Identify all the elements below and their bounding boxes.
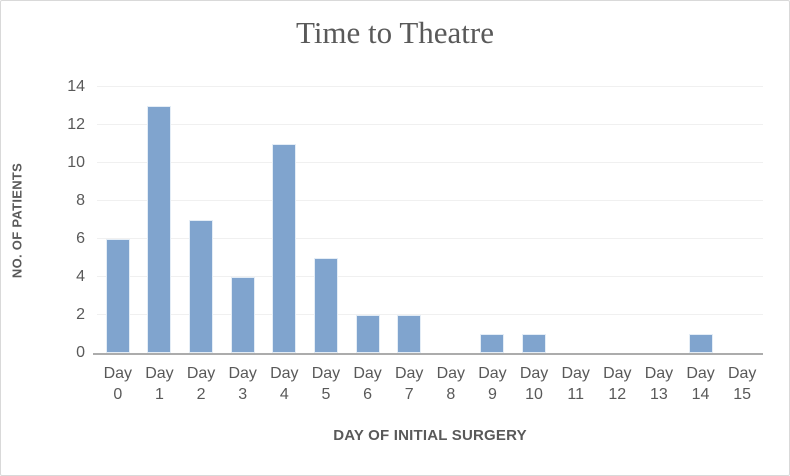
- y-tick-label-0: 0: [76, 344, 85, 361]
- x-tick-label-day-6: Day 6: [353, 365, 382, 403]
- bar-day-0: [105, 239, 130, 353]
- bar-slot-day-11: [555, 87, 597, 353]
- bar-slot-day-13: [638, 87, 680, 353]
- x-tick-label-day-14: Day 14: [686, 365, 715, 403]
- x-tick-label-day-3: Day 3: [228, 365, 257, 403]
- x-axis-line: [93, 353, 763, 355]
- y-tick-label-2: 2: [76, 306, 85, 323]
- bar-slot-day-14: [680, 87, 722, 353]
- x-tick-label-day-10: Day 10: [519, 365, 549, 403]
- bar-slot-day-3: [222, 87, 264, 353]
- x-tick-label-day-4: Day 4: [270, 365, 299, 403]
- bar-slot-day-1: [139, 87, 181, 353]
- bar-day-14: [688, 334, 713, 353]
- x-axis-tick-labels: Day 0 Day 1 Day 2 Day 3 Day 4 Day 5 Day 6 Day 7 Day 8 Day 9…: [97, 363, 763, 405]
- x-tick-label-day-7: Day 7: [394, 365, 424, 403]
- bar-day-9: [480, 334, 505, 353]
- x-tick-label-day-1: Day 1: [145, 365, 174, 403]
- bar-slot-day-15: [721, 87, 763, 353]
- bar-slot-day-12: [597, 87, 639, 353]
- x-tick-label-day-9: Day 9: [478, 365, 507, 403]
- bar-day-10: [522, 334, 547, 353]
- gridline-y-8: [97, 200, 763, 201]
- x-tick-label-day-0: Day 0: [103, 365, 133, 403]
- y-tick-label-10: 10: [67, 154, 85, 171]
- x-tick-label-day-11: Day 11: [561, 365, 590, 403]
- y-tick-label-6: 6: [76, 230, 85, 247]
- bar-slot-day-4: [264, 87, 306, 353]
- bar-slot-day-7: [388, 87, 430, 353]
- gridline-y-14: [97, 86, 763, 87]
- x-tick-label-day-13: Day 13: [644, 365, 674, 403]
- y-tick-label-8: 8: [76, 192, 85, 209]
- x-tick-label-day-2: Day 2: [186, 365, 216, 403]
- bar-day-4: [272, 144, 297, 353]
- bar-day-5: [313, 258, 338, 353]
- y-tick-label-4: 4: [76, 268, 85, 285]
- x-tick-label-day-12: Day 12: [603, 365, 632, 403]
- y-axis-title: NO. OF PATIENTS: [9, 162, 25, 279]
- bar-slot-day-9: [472, 87, 514, 353]
- x-tick-label-day-15: Day 15: [727, 365, 757, 403]
- bar-day-2: [189, 220, 214, 353]
- gridline-y-10: [97, 162, 763, 163]
- bar-slot-day-6: [347, 87, 389, 353]
- bar-day-3: [230, 277, 255, 353]
- x-axis-title: DAY OF INITIAL SURGERY: [333, 427, 527, 444]
- x-tick-label-day-5: Day 5: [311, 365, 341, 403]
- bar-slot-day-10: [513, 87, 555, 353]
- y-tick-label-14: 14: [67, 78, 85, 95]
- gridline-y-12: [97, 124, 763, 125]
- bar-series: [97, 87, 763, 353]
- bar-slot-day-2: [180, 87, 222, 353]
- plot-area: [93, 86, 763, 355]
- gridline-y-2: [97, 314, 763, 315]
- gridline-y-6: [97, 238, 763, 239]
- bar-day-7: [397, 315, 422, 353]
- y-tick-label-12: 12: [67, 116, 85, 133]
- bar-slot-day-8: [430, 87, 472, 353]
- x-tick-label-day-8: Day 8: [436, 365, 466, 403]
- bar-slot-day-0: [97, 87, 139, 353]
- bar-day-1: [147, 106, 172, 353]
- bar-slot-day-5: [305, 87, 347, 353]
- bar-day-6: [355, 315, 380, 353]
- chart-title: Time to Theatre: [295, 15, 495, 50]
- gridline-y-4: [97, 276, 763, 277]
